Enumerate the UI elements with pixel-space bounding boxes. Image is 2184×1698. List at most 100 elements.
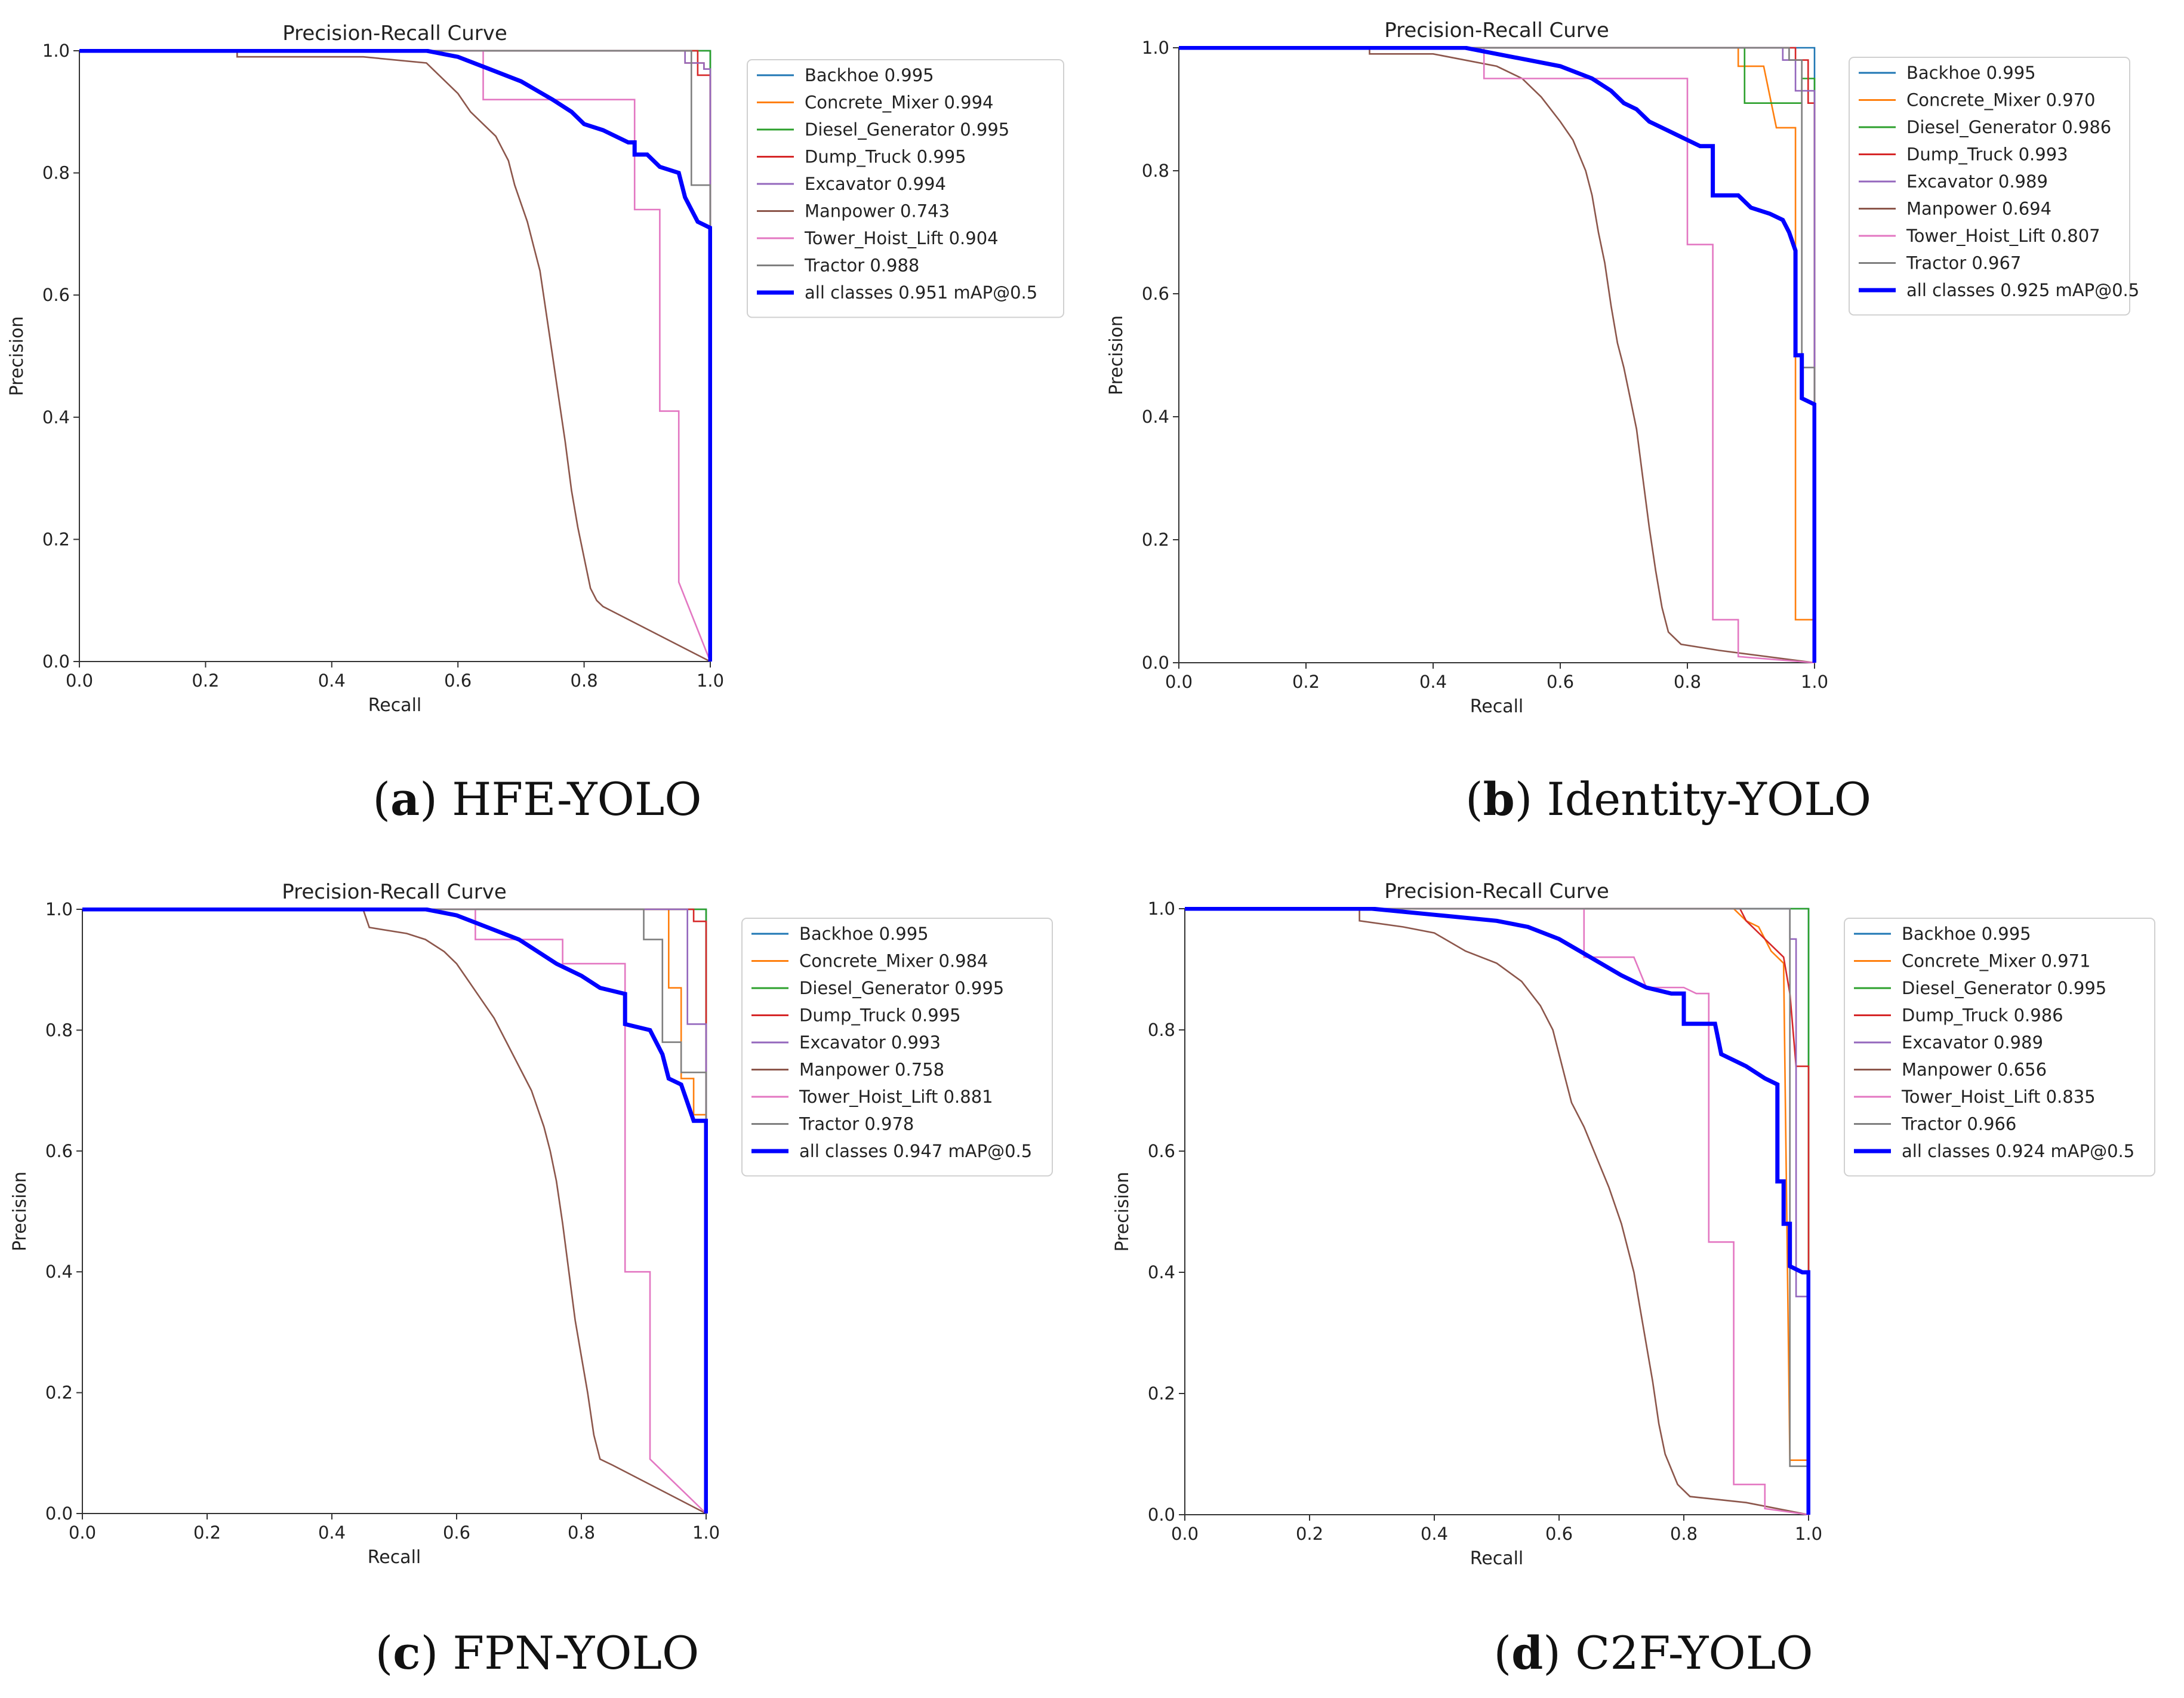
series-line-tower-hoist-lift — [1185, 908, 1809, 1516]
legend-label: Dump_Truck 0.995 — [805, 147, 966, 167]
y-tick-label: 0.8 — [42, 163, 70, 183]
y-tick-label: 0.8 — [1142, 161, 1169, 181]
series-line-dump-truck — [1185, 908, 1810, 1515]
series-line-backhoe — [82, 908, 707, 1514]
series-line-concrete-mixer — [1179, 47, 1816, 663]
legend-label: Tractor 0.988 — [804, 256, 919, 276]
legend-label: all classes 0.924 mAP@0.5 — [1902, 1141, 2134, 1161]
legend-label: Excavator 0.993 — [799, 1032, 941, 1053]
panel-caption: (a) HFE-YOLO — [372, 773, 701, 826]
chart-title: Precision-Recall Curve — [282, 880, 507, 904]
legend-label: Excavator 0.994 — [805, 174, 946, 194]
chart-panel-b: Precision-Recall Curve 0.0 0.2 0.4 0.6 0.8 1.0… — [1106, 19, 2139, 826]
series-line-diesel-generator — [1185, 908, 1810, 1515]
legend-label: Concrete_Mixer 0.970 — [1906, 90, 2096, 110]
legend-label: Dump_Truck 0.986 — [1902, 1005, 2063, 1026]
series-line-excavator — [82, 908, 707, 1514]
y-tick-label: 0.6 — [1148, 1141, 1175, 1161]
series-line-manpower — [82, 908, 707, 1515]
x-tick-label: 0.8 — [1670, 1524, 1698, 1544]
chart-title: Precision-Recall Curve — [282, 21, 507, 45]
y-tick-label: 0.0 — [1148, 1505, 1175, 1525]
axes-frame — [1178, 47, 1815, 663]
x-tick-label: 1.0 — [1801, 672, 1828, 692]
legend-label: Excavator 0.989 — [1906, 171, 2048, 192]
y-tick-label: 0.0 — [42, 651, 70, 672]
y-axis-label: Precision — [7, 316, 27, 396]
legend-label: Manpower 0.758 — [799, 1060, 944, 1080]
series-line-backhoe — [79, 50, 711, 662]
y-tick-label: 0.6 — [1142, 284, 1169, 304]
legend-label: Manpower 0.743 — [805, 201, 950, 222]
y-tick-label: 0.2 — [45, 1383, 73, 1403]
x-tick-label: 0.0 — [69, 1522, 96, 1543]
series-line-excavator — [1179, 47, 1816, 663]
x-tick-label: 0.8 — [568, 1522, 595, 1543]
series-line-all-classes — [82, 908, 708, 1514]
legend-label: Tower_Hoist_Lift 0.807 — [1906, 226, 2100, 246]
legend-label: Backhoe 0.995 — [805, 65, 934, 85]
x-tick-label: 0.2 — [193, 1522, 221, 1543]
series-line-all-classes — [1185, 907, 1810, 1515]
series-line-tower-hoist-lift — [1179, 47, 1815, 664]
series-line-diesel-generator — [82, 908, 707, 1514]
x-axis-label: Recall — [368, 695, 422, 716]
series-line-excavator — [79, 50, 711, 662]
x-tick-label: 0.4 — [318, 1522, 346, 1543]
y-tick-label: 0.2 — [42, 529, 70, 549]
y-tick-label: 0.2 — [1142, 530, 1169, 550]
series-line-backhoe — [1179, 47, 1816, 663]
series-line-tower-hoist-lift — [79, 50, 711, 662]
series-line-all-classes — [1179, 46, 1816, 663]
legend-label: Manpower 0.656 — [1902, 1060, 2047, 1080]
legend-label: Tractor 0.967 — [1906, 253, 2021, 273]
legend-label: Manpower 0.694 — [1906, 199, 2051, 219]
x-tick-label: 0.8 — [1674, 672, 1701, 692]
y-tick-label: 1.0 — [1142, 38, 1169, 58]
legend-label: Backhoe 0.995 — [1906, 63, 2036, 83]
x-tick-label: 0.6 — [1547, 672, 1574, 692]
legend-box — [1844, 918, 2155, 1177]
y-tick-label: 0.8 — [45, 1020, 73, 1040]
legend-label: Tower_Hoist_Lift 0.835 — [1901, 1087, 2096, 1107]
y-axis-label: Precision — [1112, 1172, 1133, 1252]
series-line-dump-truck — [79, 50, 711, 662]
legend-label: Tractor 0.978 — [799, 1114, 914, 1134]
legend-label: Tower_Hoist_Lift 0.881 — [799, 1087, 993, 1107]
series-line-dump-truck — [82, 908, 707, 1514]
series-line-tractor — [1179, 47, 1816, 663]
panel-caption: (d) C2F-YOLO — [1493, 1626, 1813, 1679]
y-axis-label: Precision — [10, 1171, 30, 1251]
x-tick-label: 0.6 — [444, 670, 472, 691]
x-tick-label: 0.0 — [1171, 1524, 1199, 1544]
axes-frame — [82, 909, 707, 1514]
x-tick-label: 0.8 — [571, 670, 598, 691]
series-line-tractor — [82, 908, 707, 1514]
x-tick-label: 1.0 — [1795, 1524, 1822, 1544]
panel-caption: (b) Identity-YOLO — [1465, 773, 1871, 826]
series-line-manpower — [79, 50, 711, 663]
legend-label: Diesel_Generator 0.995 — [805, 119, 1009, 140]
y-tick-label: 0.4 — [1142, 407, 1169, 427]
x-tick-label: 0.2 — [192, 670, 219, 691]
x-axis-label: Recall — [1470, 696, 1524, 717]
legend-label: Backhoe 0.995 — [799, 924, 929, 944]
chart-panel-c: Precision-Recall Curve 0.0 0.2 0.4 0.6 0.8 1.0… — [10, 880, 1053, 1679]
x-tick-label: 0.4 — [1421, 1524, 1448, 1544]
series-line-tractor — [79, 50, 711, 662]
legend-label: Diesel_Generator 0.995 — [1902, 978, 2106, 998]
chart-panel-a: Precision-Recall Curve 0.0 0.2 0.4 0.6 0.8 1.0… — [7, 21, 1064, 826]
series-line-concrete-mixer — [82, 908, 707, 1514]
chart-title: Precision-Recall Curve — [1384, 19, 1609, 42]
legend-label: Backhoe 0.995 — [1902, 924, 2031, 944]
series-line-tower-hoist-lift — [82, 908, 707, 1514]
axes-frame — [1184, 908, 1809, 1515]
legend-box — [747, 59, 1064, 318]
x-tick-label: 0.0 — [66, 670, 93, 691]
series-line-diesel-generator — [79, 50, 711, 662]
y-tick-label: 1.0 — [1148, 899, 1175, 919]
y-tick-label: 0.6 — [45, 1141, 73, 1161]
legend-box — [1849, 57, 2130, 316]
y-tick-label: 0.6 — [42, 285, 70, 305]
